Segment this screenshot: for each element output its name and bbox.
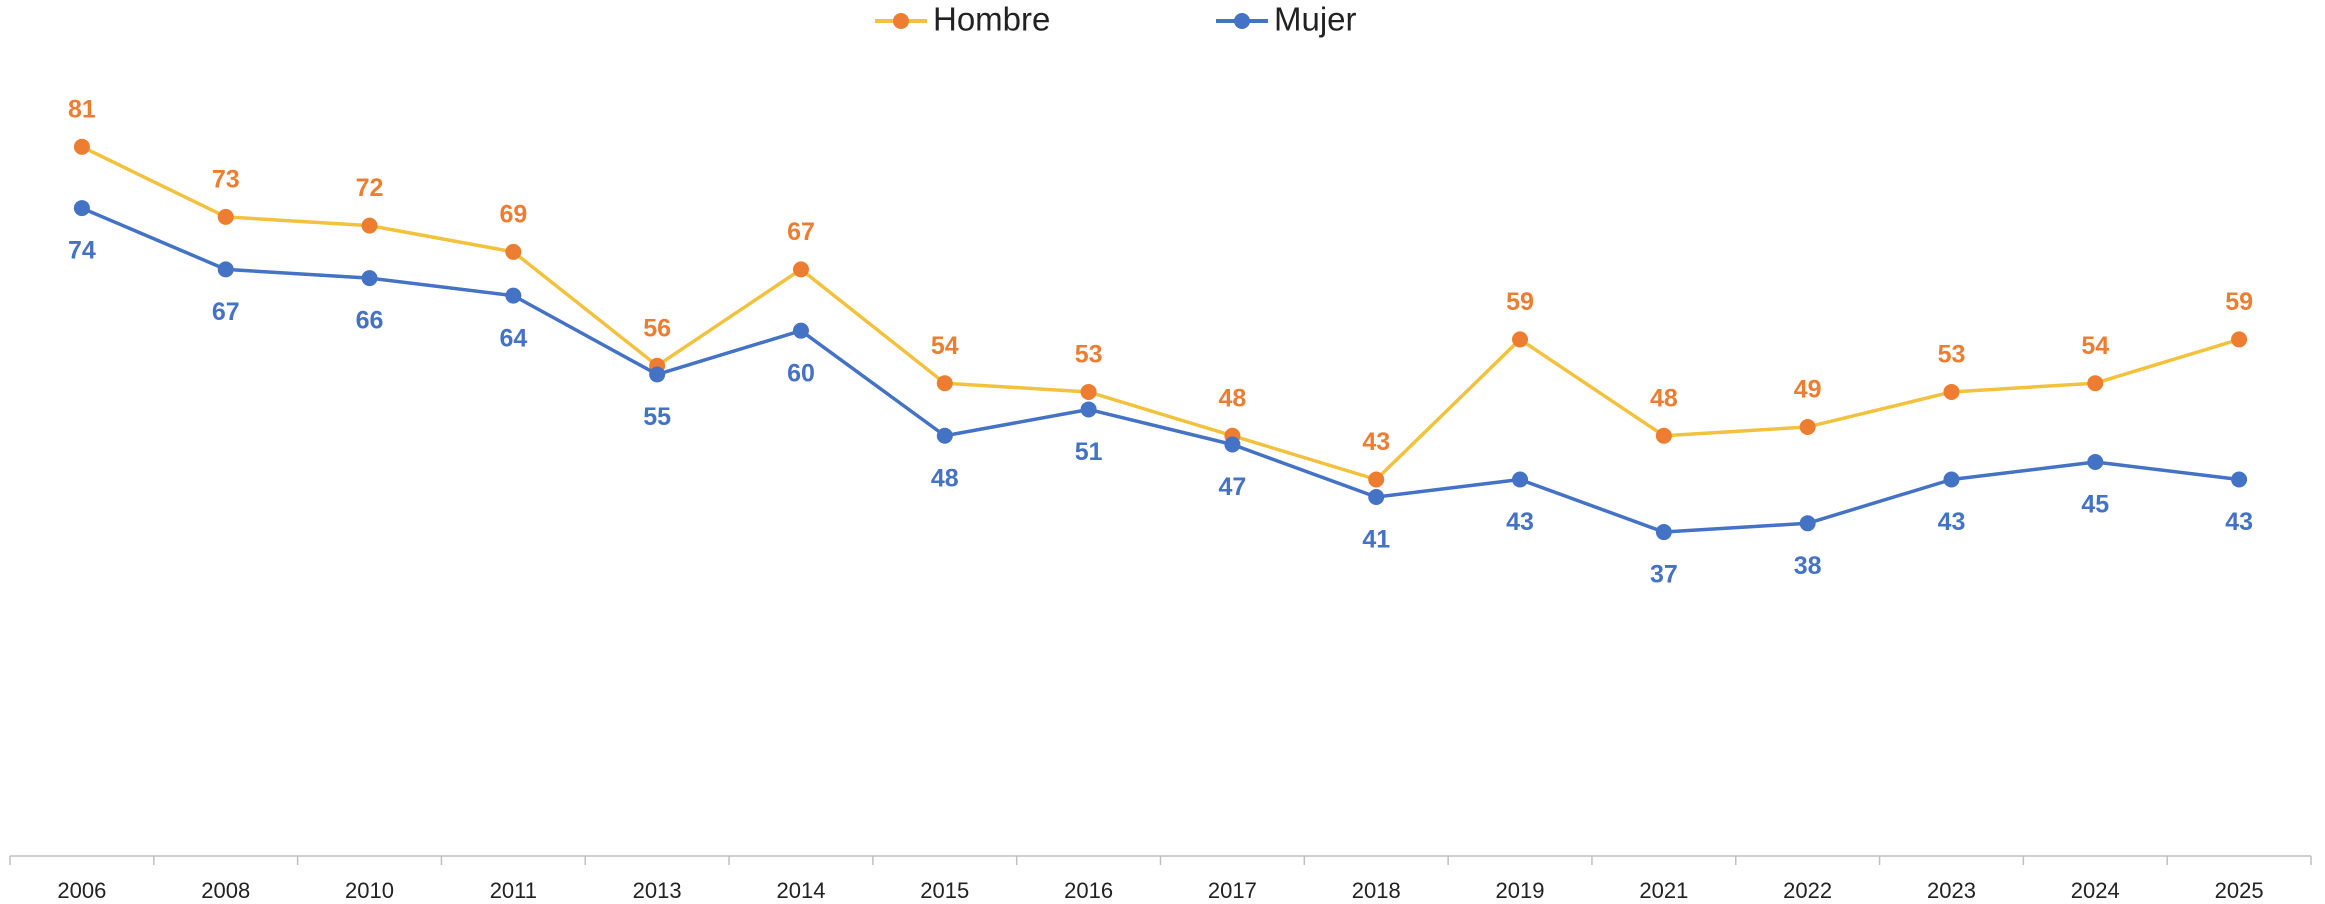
data-label: 66 xyxy=(356,307,384,335)
data-label: 53 xyxy=(1075,341,1103,369)
data-label: 48 xyxy=(1219,384,1247,412)
data-label: 64 xyxy=(499,324,527,352)
data-label: 37 xyxy=(1650,561,1678,589)
data-label: 41 xyxy=(1362,526,1390,554)
x-tick-label: 2013 xyxy=(633,878,682,903)
series-line xyxy=(81,145,2240,482)
legend-marker xyxy=(1234,13,1250,29)
data-point xyxy=(1799,418,1816,435)
data-point xyxy=(1368,471,1385,488)
data-point xyxy=(792,261,809,278)
data-label: 54 xyxy=(931,332,959,360)
data-point xyxy=(505,287,522,304)
legend-label: Hombre xyxy=(933,1,1050,38)
x-tick-label: 2018 xyxy=(1352,878,1401,903)
data-label: 69 xyxy=(499,200,527,228)
data-label: 43 xyxy=(1506,508,1534,536)
data-label: 48 xyxy=(931,464,959,492)
x-tick-label: 2023 xyxy=(1927,878,1976,903)
data-label: 43 xyxy=(2225,508,2253,536)
x-tick-label: 2011 xyxy=(490,878,537,903)
data-label: 60 xyxy=(787,359,815,387)
x-tick-label: 2015 xyxy=(920,878,969,903)
data-point xyxy=(361,270,378,287)
data-label: 74 xyxy=(68,237,96,265)
x-tick-label: 2021 xyxy=(1639,878,1688,903)
data-label: 38 xyxy=(1794,552,1822,580)
data-point xyxy=(2087,454,2104,470)
data-label: 81 xyxy=(68,95,96,123)
data-point xyxy=(1224,436,1241,453)
x-tick-label: 2016 xyxy=(1064,878,1113,903)
data-point xyxy=(936,375,953,392)
data-point xyxy=(1368,489,1385,506)
data-point xyxy=(361,217,378,234)
x-tick-label: 2014 xyxy=(776,878,825,903)
x-tick-label: 2019 xyxy=(1496,878,1545,903)
data-point xyxy=(1512,331,1529,348)
legend-label: Mujer xyxy=(1274,1,1357,38)
series-line xyxy=(81,206,2240,534)
data-label: 47 xyxy=(1219,473,1247,501)
data-point xyxy=(1655,427,1672,444)
x-tick-label: 2008 xyxy=(201,878,250,903)
data-label: 53 xyxy=(1938,341,1966,369)
data-label: 67 xyxy=(787,218,815,246)
data-label: 48 xyxy=(1650,384,1678,412)
data-label: 55 xyxy=(643,403,671,431)
data-label: 54 xyxy=(2081,332,2109,360)
data-label: 45 xyxy=(2081,491,2109,519)
data-point xyxy=(1799,515,1816,532)
data-point xyxy=(1943,383,1960,400)
x-tick-label: 2024 xyxy=(2071,878,2120,903)
data-label: 56 xyxy=(643,314,671,342)
data-point xyxy=(1655,524,1672,541)
x-tick-label: 2010 xyxy=(345,878,394,903)
data-point xyxy=(1512,471,1529,488)
data-point xyxy=(217,261,234,278)
x-tick-label: 2022 xyxy=(1783,878,1832,903)
data-label: 59 xyxy=(2225,288,2253,316)
data-point xyxy=(505,243,522,260)
data-point xyxy=(73,138,90,155)
data-point xyxy=(936,427,953,444)
data-label: 49 xyxy=(1794,376,1822,404)
data-label: 73 xyxy=(212,165,240,193)
data-label: 43 xyxy=(1938,508,1966,536)
data-point xyxy=(73,200,90,217)
x-tick-label: 2017 xyxy=(1208,878,1257,903)
data-point xyxy=(217,208,234,225)
x-tick-label: 2025 xyxy=(2215,878,2264,903)
data-point xyxy=(2231,471,2248,488)
data-label: 59 xyxy=(1506,288,1534,316)
x-tick-label: 2006 xyxy=(57,878,106,903)
data-point xyxy=(2231,331,2248,348)
data-point xyxy=(792,322,809,339)
data-label: 43 xyxy=(1362,428,1390,456)
data-point xyxy=(2087,375,2104,392)
data-label: 72 xyxy=(356,174,384,202)
data-point xyxy=(649,366,666,383)
legend-marker xyxy=(893,13,909,29)
data-point xyxy=(1943,471,1960,488)
data-point xyxy=(1080,383,1097,400)
data-point xyxy=(1080,401,1097,418)
data-label: 51 xyxy=(1075,438,1103,466)
data-label: 67 xyxy=(212,298,240,326)
